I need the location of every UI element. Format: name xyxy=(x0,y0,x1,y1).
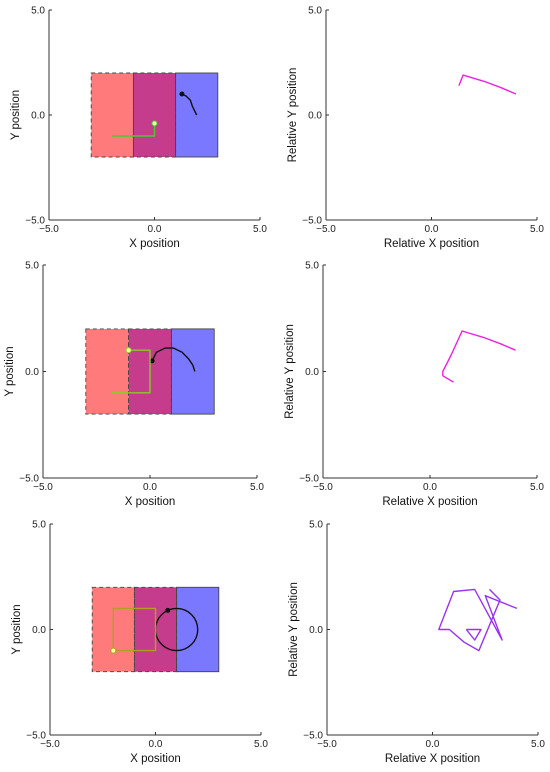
y-tick-label: 5.0 xyxy=(305,261,319,272)
y-axis-label: Relative Y position xyxy=(287,68,299,163)
y-tick-label: 5.0 xyxy=(308,6,322,17)
y-tick-label: 5.0 xyxy=(32,520,46,531)
y-axis-label: Relative Y position xyxy=(284,324,296,419)
series-line-2 xyxy=(112,123,156,137)
x-tick-label: 0.0 xyxy=(149,739,163,750)
region-border-3 xyxy=(175,72,219,158)
x-axis-label: Relative X position xyxy=(384,238,479,250)
x-tick-label: 5.0 xyxy=(531,739,545,750)
x-axis-label: Relative X position xyxy=(382,496,477,508)
series-marker xyxy=(149,358,155,364)
series-line-1 xyxy=(442,330,516,383)
x-tick-label: 0.0 xyxy=(143,482,157,493)
y-tick-label: 0.0 xyxy=(305,367,319,378)
chart-panel-2: −5.0 0.0 5.0 −5.0 0.0 5.0 Relative X position R… xyxy=(287,6,544,251)
series-line-1 xyxy=(458,74,517,95)
chart-panel-4: −5.0 0.0 5.0 −5.0 0.0 5.0 Relative X position R… xyxy=(284,261,544,509)
x-tick-label: −5.0 xyxy=(40,739,60,750)
chart-panel-1: −5.0 0.0 5.0 −5.0 0.0 5.0 X position Y position xyxy=(10,6,267,251)
region-3 xyxy=(171,328,215,415)
y-tick-label: 0.0 xyxy=(31,111,45,122)
x-tick-label: 5.0 xyxy=(530,482,544,493)
y-axis-label: Relative Y position xyxy=(288,582,300,677)
y-tick-label: 5.0 xyxy=(25,261,39,272)
series-line-2 xyxy=(112,607,157,652)
x-tick-label: 0.0 xyxy=(423,482,437,493)
x-axis-label: X position xyxy=(125,496,176,508)
region-1 xyxy=(85,328,129,415)
y-tick-label: 0.0 xyxy=(309,625,323,636)
chart-panel-3: −5.0 0.0 5.0 −5.0 0.0 5.0 X position Y position xyxy=(4,261,264,509)
region-1 xyxy=(91,73,134,157)
y-tick-label: 5.0 xyxy=(31,6,45,17)
x-axis-label: Relative X position xyxy=(385,753,480,765)
y-tick-label: −5.0 xyxy=(26,731,46,742)
y-tick-label: −5.0 xyxy=(299,474,319,485)
x-tick-label: 0.0 xyxy=(425,224,439,235)
series-line-2 xyxy=(465,628,482,641)
region-border-3 xyxy=(176,586,220,673)
x-tick-label: 5.0 xyxy=(530,224,544,235)
y-tick-label: −5.0 xyxy=(25,216,45,227)
x-tick-label: 5.0 xyxy=(254,739,268,750)
y-axis-label: Y position xyxy=(4,346,16,396)
series-marker xyxy=(165,607,171,613)
region-2 xyxy=(133,73,176,157)
y-tick-label: 5.0 xyxy=(309,520,323,531)
chart-panel-5: −5.0 0.0 5.0 −5.0 0.0 5.0 X position Y position xyxy=(11,520,268,766)
x-tick-label: 0.0 xyxy=(426,739,440,750)
series-marker xyxy=(110,647,117,654)
x-axis-label: X position xyxy=(130,753,181,765)
y-tick-label: −5.0 xyxy=(303,731,323,742)
region-3 xyxy=(175,73,218,157)
y-tick-label: −5.0 xyxy=(302,216,322,227)
y-tick-label: 0.0 xyxy=(25,367,39,378)
series-line-1 xyxy=(151,347,196,372)
series-marker xyxy=(151,120,158,127)
x-tick-label: −5.0 xyxy=(39,224,59,235)
x-tick-label: −5.0 xyxy=(33,482,53,493)
series-line-2 xyxy=(111,349,151,394)
series-marker xyxy=(179,91,185,97)
y-tick-label: 0.0 xyxy=(308,111,322,122)
x-tick-label: 5.0 xyxy=(250,482,264,493)
chart-panel-6: −5.0 0.0 5.0 −5.0 0.0 5.0 Relative X position R… xyxy=(288,520,545,766)
series-line-1 xyxy=(181,93,198,116)
x-axis-label: X position xyxy=(129,238,180,250)
y-axis-label: Y position xyxy=(10,90,22,140)
region-border-3 xyxy=(170,328,215,415)
x-tick-label: −5.0 xyxy=(317,739,337,750)
x-tick-label: 5.0 xyxy=(253,224,267,235)
series-line-1 xyxy=(438,588,518,652)
series-marker xyxy=(125,347,132,354)
y-tick-label: −5.0 xyxy=(19,474,39,485)
x-tick-label: 0.0 xyxy=(148,224,162,235)
x-tick-label: −5.0 xyxy=(313,482,333,493)
y-axis-label: Y position xyxy=(11,604,23,654)
y-tick-label: 0.0 xyxy=(32,625,46,636)
x-tick-label: −5.0 xyxy=(316,224,336,235)
